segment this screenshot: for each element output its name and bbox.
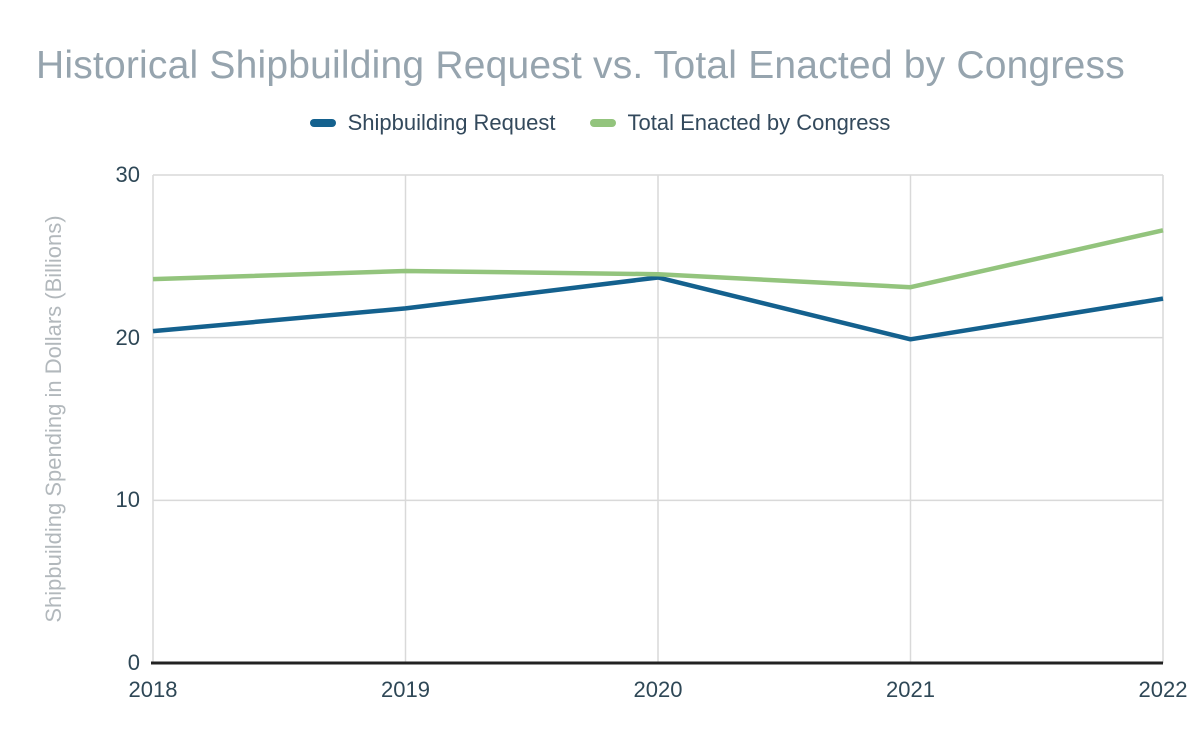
- x-axis-label: 2020: [633, 677, 683, 702]
- y-axis-label: 10: [115, 487, 140, 513]
- legend-swatch-shipbuilding-request: [309, 119, 336, 127]
- legend-item-shipbuilding-request: Shipbuilding Request: [309, 110, 556, 136]
- legend-label-total-enacted: Total Enacted by Congress: [627, 110, 891, 135]
- series-line-total-enacted-by-congress: [152, 228, 1164, 290]
- x-axis-label: 2022: [1138, 677, 1188, 702]
- legend-label-shipbuilding-request: Shipbuilding Request: [347, 110, 556, 135]
- legend-item-total-enacted: Total Enacted by Congress: [589, 110, 891, 136]
- y-axis-title: Shipbuilding Spending in Dollars (Billio…: [41, 215, 66, 623]
- series-line-shipbuilding-request: [152, 275, 1164, 342]
- x-axis-label: 2019: [381, 677, 430, 702]
- legend: Shipbuilding Request Total Enacted by Co…: [0, 110, 1200, 136]
- y-axis-label: 30: [115, 162, 140, 187]
- y-axis-label: 0: [127, 650, 140, 675]
- x-axis-label: 2021: [886, 677, 935, 702]
- x-axis-label: 2018: [128, 677, 178, 702]
- y-axis-label: 20: [115, 324, 140, 350]
- legend-swatch-total-enacted: [589, 119, 616, 127]
- chart-title: Historical Shipbuilding Request vs. Tota…: [36, 44, 1125, 87]
